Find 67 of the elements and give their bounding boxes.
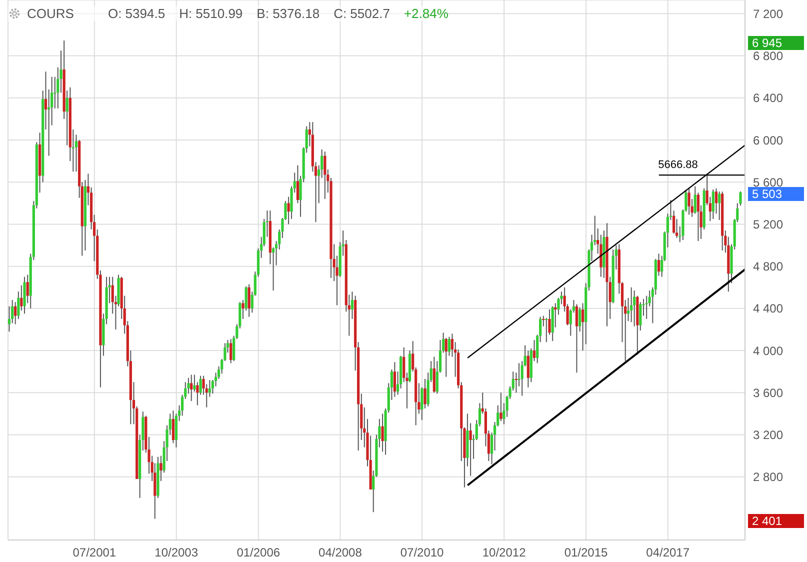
candlestick: [242, 300, 244, 320]
candlestick: [248, 284, 250, 318]
candlestick: [424, 378, 426, 409]
y-tick-label: 4 800: [753, 260, 784, 274]
candlestick: [657, 253, 660, 276]
candlestick: [66, 90, 68, 146]
candlestick: [712, 188, 714, 220]
y-tick-label: 4 400: [753, 302, 784, 316]
candlestick: [545, 317, 548, 343]
candlestick: [532, 340, 536, 362]
candlestick: [296, 164, 300, 204]
y-tick-label: 7 200: [753, 6, 784, 21]
candlestick: [575, 304, 578, 374]
annotation: H: 5510.99: [179, 6, 243, 21]
candlestick: [193, 374, 196, 392]
candlestick: [554, 302, 557, 328]
candlestick: [230, 338, 232, 364]
annotation: B: 5376.18: [256, 6, 320, 21]
x-tick-label: 01/2015: [564, 546, 608, 560]
annotation: +2.84%: [404, 6, 448, 21]
candlestick: [630, 286, 633, 323]
x-tick-label: 01/2006: [236, 546, 280, 560]
candlestick: [633, 290, 636, 327]
y-tick-label: 6 800: [753, 49, 784, 64]
candlestick: [393, 362, 396, 398]
text: 5 503: [748, 187, 804, 202]
candlestick: [432, 356, 436, 394]
x-tick-label: 04/2017: [646, 546, 690, 560]
candlestick: [172, 410, 175, 444]
x-tick-label: 10/2012: [482, 546, 526, 560]
candlestick: [718, 191, 721, 220]
candlestick: [160, 455, 162, 482]
x-tick-label: 10/2003: [154, 546, 198, 560]
candlestick: [688, 188, 690, 216]
candlestick: [581, 302, 584, 352]
candlestick: [324, 151, 326, 200]
y-tick-label: 4 000: [753, 344, 784, 358]
y-tick-label: 6 000: [753, 133, 784, 148]
x-tick-label: 07/2001: [72, 546, 116, 560]
candlestick: [287, 196, 290, 225]
candlestick: [208, 380, 212, 398]
y-tick-label: 5 200: [753, 217, 784, 232]
candlestick: [500, 392, 502, 422]
candlestick: [448, 336, 451, 356]
candlestick: [514, 372, 518, 394]
candlestick: [20, 284, 23, 312]
annotation: C: 5502.7: [334, 6, 390, 21]
x-tick-label: 07/2010: [400, 546, 444, 560]
candlestick: [26, 274, 29, 304]
candlestick: [190, 374, 193, 402]
candlestick: [696, 192, 700, 242]
text: 6 945: [748, 36, 804, 50]
text: 2 401: [748, 514, 804, 528]
y-tick-label: 6 400: [753, 91, 784, 106]
candlestick: [542, 315, 545, 327]
y-tick-label: 5 600: [753, 175, 784, 190]
candlestick: [639, 302, 642, 332]
candlestick: [14, 302, 17, 325]
candlestick: [381, 413, 384, 452]
annotation: O: 5394.5: [108, 6, 166, 21]
candlestick: [469, 422, 472, 476]
y-tick-label: 3 600: [753, 386, 784, 400]
annotation: 5666.88: [658, 159, 698, 172]
x-tick-label: 04/2008: [318, 546, 362, 560]
text: COURS: [27, 6, 74, 21]
y-tick-label: 2 800: [753, 470, 784, 484]
y-tick-label: 3 200: [753, 428, 784, 442]
